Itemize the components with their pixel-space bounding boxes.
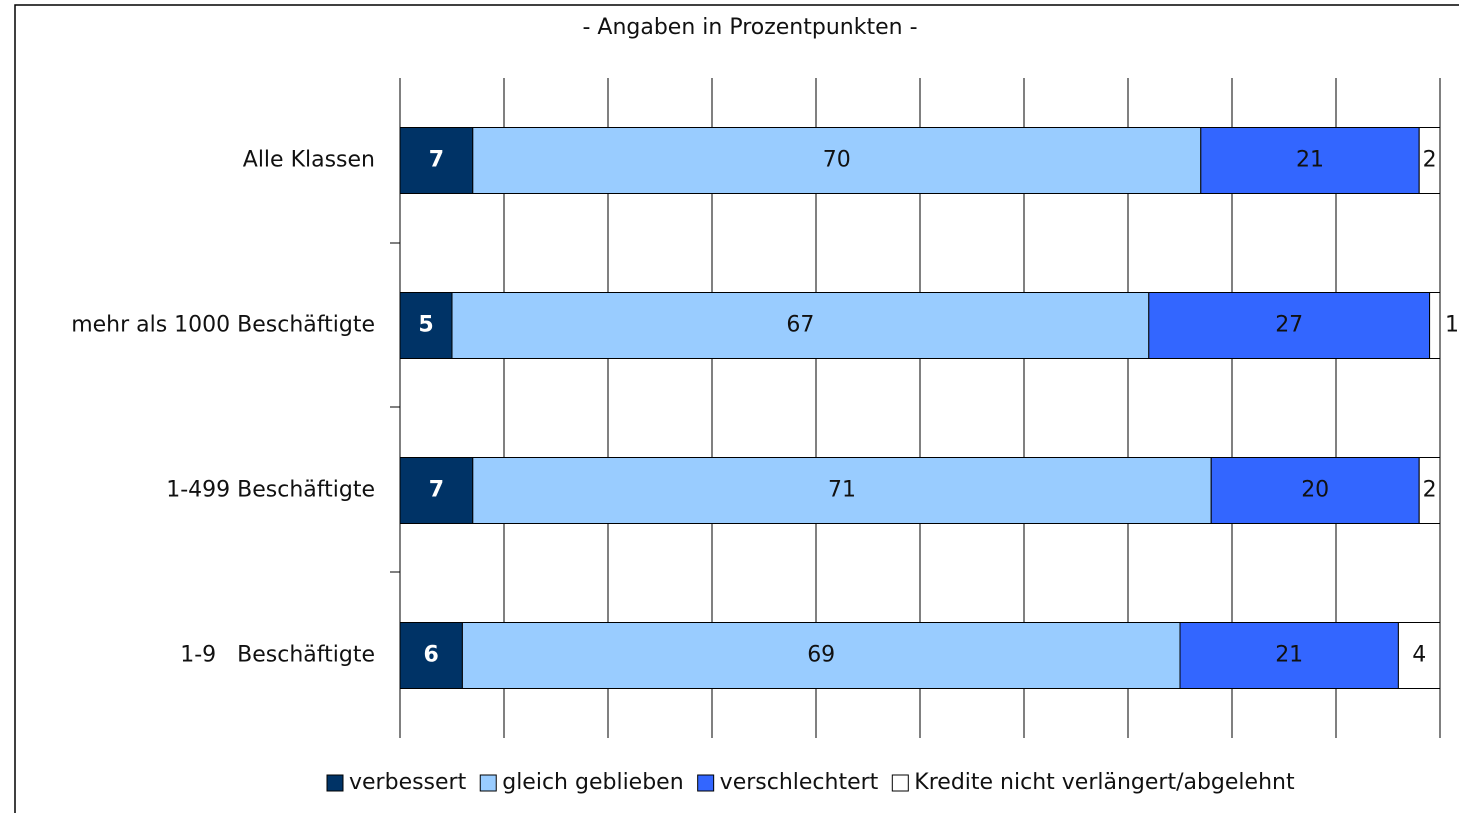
bar-segment <box>1200 127 1420 194</box>
bar-segment <box>399 292 453 359</box>
data-label: 69 <box>807 643 835 668</box>
data-label: 2 <box>1423 148 1437 173</box>
data-label: 21 <box>1275 643 1303 668</box>
bar-segment <box>472 457 1212 524</box>
y-tick-label: mehr als 1000 Beschäftigte <box>71 313 375 338</box>
legend-swatch <box>891 774 909 792</box>
legend-label: verschlechtert <box>720 770 879 795</box>
data-label: 20 <box>1301 478 1329 503</box>
data-label: 7 <box>429 148 444 173</box>
bar-segment <box>399 622 463 689</box>
bar-segment <box>1397 622 1441 689</box>
legend-label: verbessert <box>349 770 467 795</box>
legend-label: Kredite nicht verlängert/abgelehnt <box>914 770 1295 795</box>
legend-swatch <box>697 774 715 792</box>
data-label: 27 <box>1275 313 1303 338</box>
bar-segment <box>399 127 474 194</box>
data-label: 1 <box>1445 313 1459 338</box>
data-label: 70 <box>823 148 851 173</box>
y-tick-label: 1-499 Beschäftigte <box>166 478 375 503</box>
data-label: 67 <box>786 313 814 338</box>
chart-title: - Angaben in Prozentpunkten - <box>582 15 917 40</box>
bar-segment <box>1418 127 1441 194</box>
data-label: 21 <box>1296 148 1324 173</box>
data-label: 71 <box>828 478 856 503</box>
legend-label: gleich geblieben <box>502 770 683 795</box>
bar-segment <box>461 622 1181 689</box>
data-label: 4 <box>1412 643 1426 668</box>
bar-segment <box>1148 292 1431 359</box>
y-tick-label: Alle Klassen <box>243 148 375 173</box>
legend-swatch <box>479 774 497 792</box>
data-label: 7 <box>429 478 444 503</box>
legend-swatch <box>326 774 344 792</box>
frame <box>14 4 1459 813</box>
data-label: 5 <box>418 313 433 338</box>
bar-segment <box>1179 622 1399 689</box>
bar-segment <box>1418 457 1441 524</box>
data-label: 6 <box>424 643 439 668</box>
bar-segment <box>1429 292 1441 359</box>
y-tick-label: 1-9 Beschäftigte <box>180 643 375 668</box>
data-label: 2 <box>1423 478 1437 503</box>
